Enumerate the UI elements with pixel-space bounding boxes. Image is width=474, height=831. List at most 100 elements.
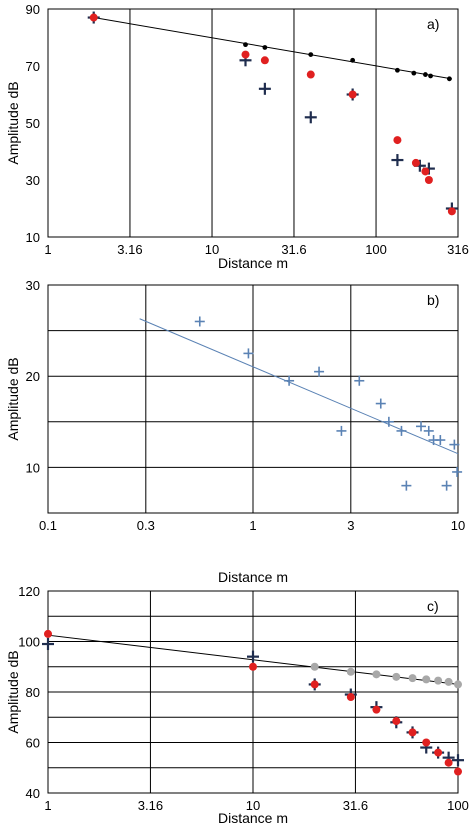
plus-marker (247, 650, 259, 663)
dot-marker (249, 662, 257, 671)
dot-marker (310, 680, 319, 689)
panel-label: b) (427, 292, 439, 308)
plot-frame (47, 284, 459, 514)
plot-area (48, 9, 458, 237)
plus-marker (314, 366, 325, 377)
chart-panel-3: 1 3.16 10 31.6 100 40 60 80 100 120 c) Distance m Am… (5, 584, 469, 826)
dot-marker (348, 90, 357, 99)
dot-marker (454, 767, 462, 776)
y-tick-label: 70 (26, 59, 40, 74)
x-tick-label: 31.6 (343, 798, 368, 813)
dot-marker (444, 758, 453, 767)
y-tick-label: 100 (18, 635, 40, 650)
plus-marker (354, 375, 365, 386)
plus-marker (375, 398, 386, 409)
plus-marker (383, 416, 394, 427)
plus-marker (194, 316, 205, 327)
plus-marker (336, 425, 347, 436)
small-dot-marker (411, 70, 417, 76)
x-axis-label: Distance m (218, 810, 288, 826)
x-tick-label: 10 (205, 242, 219, 257)
dot-marker (392, 717, 401, 726)
plus-marker (441, 480, 452, 491)
small-dot-marker (395, 67, 400, 73)
plus-marker (284, 375, 295, 386)
small-dot-marker (243, 42, 248, 48)
plus-marker (42, 638, 54, 651)
x-tick-label: 31.6 (281, 242, 306, 257)
x-tick-label: 1 (44, 798, 51, 813)
dot-marker (422, 675, 431, 684)
dot-marker (44, 629, 52, 638)
trendline (93, 17, 452, 80)
dot-marker (408, 674, 417, 683)
plus-marker (452, 466, 463, 477)
panel-label: a) (427, 16, 439, 32)
y-axis-label: Amplitude dB (5, 357, 21, 440)
dot-marker (422, 738, 431, 747)
panel-label: c) (427, 598, 439, 614)
plus-marker (258, 82, 271, 95)
plus-marker (401, 480, 412, 491)
plus-marker (396, 425, 407, 436)
dot-marker (241, 50, 250, 59)
y-tick-label: 20 (26, 369, 40, 384)
dot-marker (447, 207, 456, 216)
dot-marker (89, 13, 98, 22)
y-tick-label: 30 (26, 173, 40, 188)
plus-marker (452, 754, 464, 767)
plus-marker (304, 111, 317, 124)
x-tick-label: 0.3 (137, 518, 155, 533)
dot-marker (444, 677, 453, 686)
dot-marker (310, 662, 319, 671)
dot-marker (346, 667, 355, 676)
plot-frame (47, 590, 459, 794)
y-tick-label: 80 (26, 685, 40, 700)
plus-marker (435, 435, 446, 446)
plus-marker (391, 154, 404, 167)
dot-marker (408, 728, 417, 737)
y-tick-label: 40 (26, 786, 40, 801)
x-tick-label: 1 (249, 518, 256, 533)
dot-marker (454, 680, 462, 689)
y-tick-label: 90 (26, 2, 40, 17)
plot-frame (47, 8, 459, 238)
x-tick-label: 316 (447, 242, 469, 257)
y-axis-label: Amplitude dB (5, 650, 21, 733)
y-tick-label: 120 (18, 584, 40, 599)
y-axis-label: Amplitude dB (5, 81, 21, 164)
x-tick-label: 3 (347, 518, 354, 533)
dot-marker (372, 670, 381, 679)
dot-marker (421, 167, 430, 176)
small-dot-marker (350, 57, 356, 63)
dot-marker (392, 672, 401, 681)
small-dot-marker (262, 45, 268, 50)
dot-marker (306, 70, 315, 79)
chart-panel-1: 1 3.16 10 31.6 100 316 10 30 50 70 90 a) Distance m A… (5, 2, 469, 271)
y-tick-label: 50 (26, 116, 40, 131)
small-dot-marker (428, 73, 433, 79)
x-tick-label: 1 (44, 242, 51, 257)
x-tick-label: 0.1 (39, 518, 57, 533)
dot-marker (434, 748, 443, 757)
y-tick-label: 60 (26, 736, 40, 751)
x-axis-label: Distance m (218, 255, 288, 271)
dot-marker (424, 176, 433, 184)
plus-marker (243, 348, 254, 359)
small-dot-marker (308, 52, 314, 57)
small-dot-marker (423, 72, 428, 77)
y-tick-label: 30 (26, 278, 40, 293)
plus-marker (423, 425, 434, 436)
dot-marker (346, 693, 355, 702)
plus-marker (449, 439, 460, 450)
dot-marker (260, 56, 269, 65)
x-tick-label: 100 (365, 242, 387, 257)
y-tick-label: 10 (26, 460, 40, 475)
x-tick-label: 3.16 (117, 242, 142, 257)
chart-panel-2: 0.1 0.3 1 3 10 10 20 30 b) Distance m Amplitude dB (5, 278, 465, 585)
plus-marker (416, 421, 427, 432)
y-tick-label: 10 (26, 230, 40, 245)
x-axis-label: Distance m (218, 569, 288, 585)
dot-marker (411, 158, 420, 167)
